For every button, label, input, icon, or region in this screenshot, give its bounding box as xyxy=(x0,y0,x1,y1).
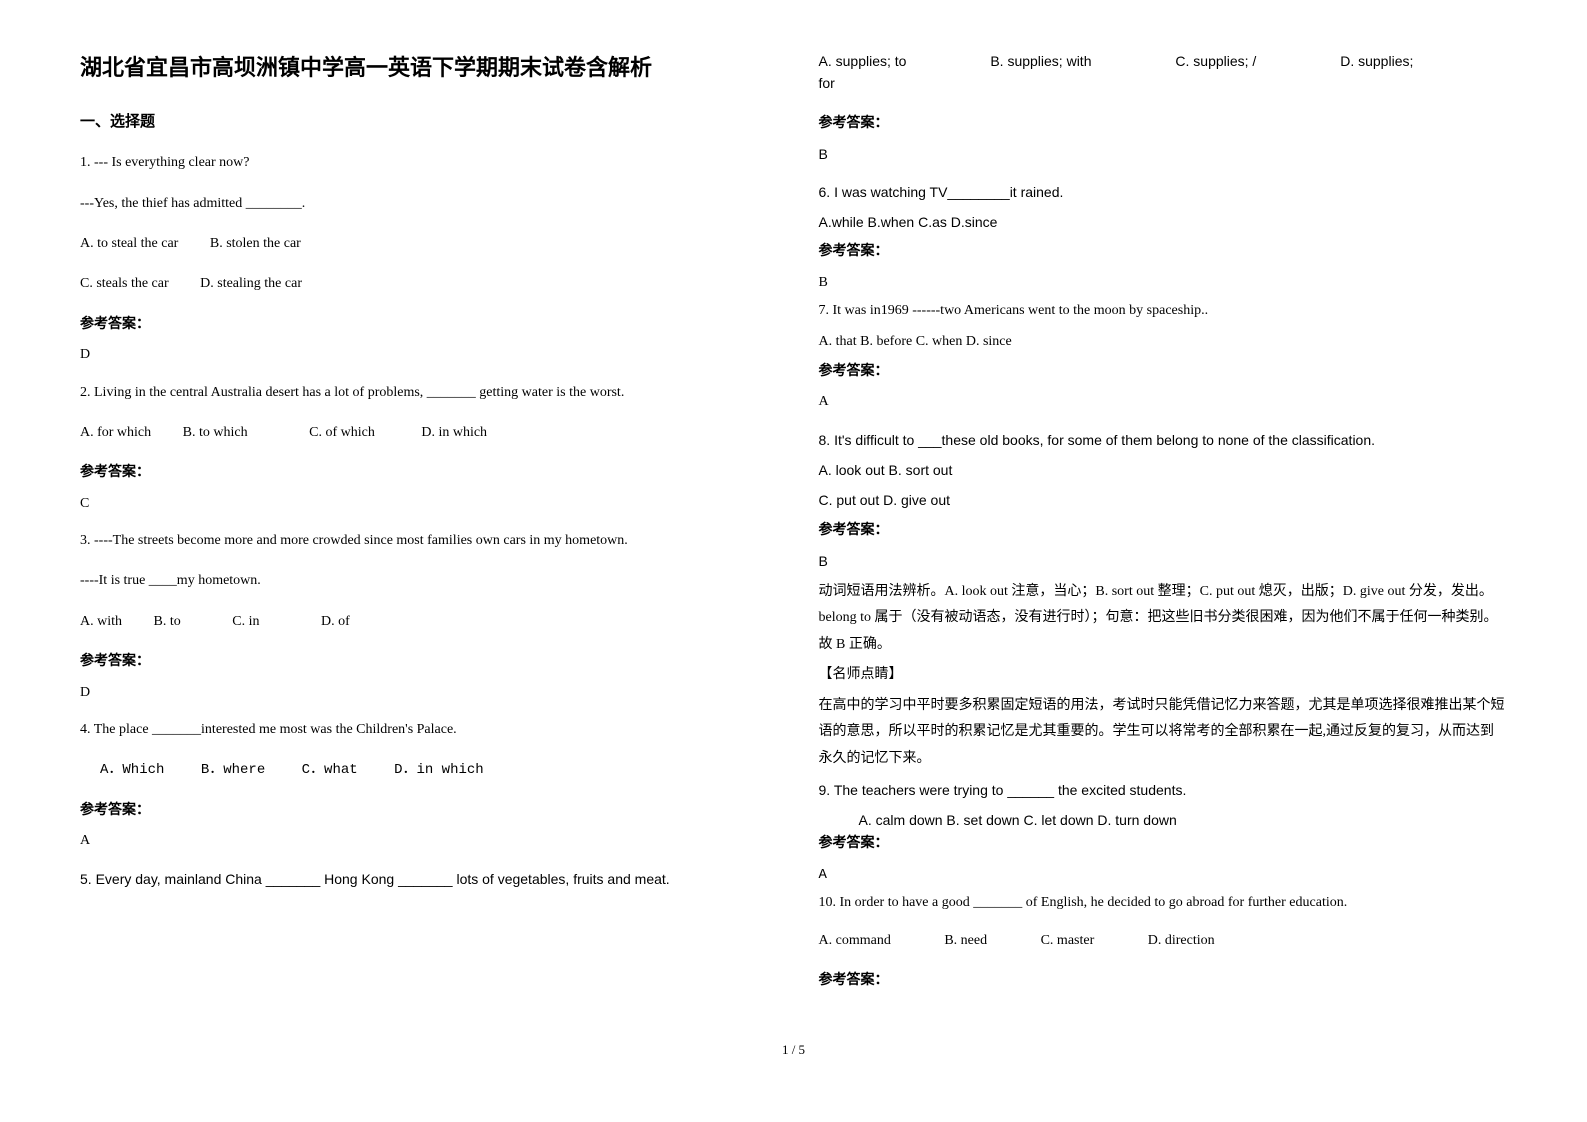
q3-answer: D xyxy=(80,682,769,704)
q1-answer: D xyxy=(80,344,769,366)
q3-opts: A. with B. to C. in D. of xyxy=(80,611,769,633)
q5-optA: A. supplies; to xyxy=(819,53,907,69)
q5-answer: B xyxy=(819,143,1508,165)
q9-answer: A xyxy=(819,864,1508,886)
q1-opts-cd: C. steals the car D. stealing the car xyxy=(80,273,769,295)
left-column: 湖北省宜昌市高坝洲镇中学高一英语下学期期末试卷含解析 一、选择题 1. --- … xyxy=(80,50,769,1000)
q5-opts: A. supplies; to B. supplies; with C. sup… xyxy=(819,50,1508,95)
q1-optD: D. stealing the car xyxy=(200,276,302,291)
q3-answer-label: 参考答案： xyxy=(80,651,769,673)
q5-text: 5. Every day, mainland China _______ Hon… xyxy=(80,868,769,890)
q5-answer-label: 参考答案： xyxy=(819,113,1508,135)
q4-optB: B．where xyxy=(201,762,265,778)
page-number: 1 / 5 xyxy=(80,1040,1507,1061)
q2-answer: C xyxy=(80,493,769,515)
page-container: 湖北省宜昌市高坝洲镇中学高一英语下学期期末试卷含解析 一、选择题 1. --- … xyxy=(80,50,1507,1000)
q3-optD: D. of xyxy=(321,614,350,629)
q7-answer-label: 参考答案： xyxy=(819,361,1508,383)
q4-optD: D．in which xyxy=(394,762,484,778)
q8-exp-title: 【名师点睛】 xyxy=(819,664,1508,686)
q2-text: 2. Living in the central Australia deser… xyxy=(80,382,769,404)
q3-optC: C. in xyxy=(232,614,259,629)
q10-optB: B. need xyxy=(944,933,987,948)
q1-line2-block: ---Yes, the thief has admitted ________. xyxy=(80,193,769,215)
q8-exp1: 动词短语用法辨析。A. look out 注意，当心；B. sort out 整… xyxy=(819,579,1508,659)
q7-answer: A xyxy=(819,391,1508,413)
q7-opts: A. that B. before C. when D. since xyxy=(819,331,1508,353)
q8-answer: B xyxy=(819,550,1508,572)
q6-answer-label: 参考答案： xyxy=(819,241,1508,263)
q10-text: 10. In order to have a good _______ of E… xyxy=(819,892,1508,914)
q5-optC: C. supplies; / xyxy=(1175,53,1256,69)
q4-optA: A．Which xyxy=(100,762,164,778)
q10-optC: C. master xyxy=(1041,933,1095,948)
q10-optA: A. command xyxy=(819,933,891,948)
q10-opts: A. command B. need C. master D. directio… xyxy=(819,930,1508,952)
q5-optB: B. supplies; with xyxy=(990,53,1091,69)
q7-text: 7. It was in1969 ------two Americans wen… xyxy=(819,300,1508,322)
q3-optA: A. with xyxy=(80,614,122,629)
section-heading: 一、选择题 xyxy=(80,110,769,134)
q2-optB: B. to which xyxy=(183,425,248,440)
question-4: 4. The place _______interested me most w… xyxy=(80,719,769,741)
q2-optC: C. of which xyxy=(309,425,375,440)
q1-opts-ab: A. to steal the car B. stolen the car xyxy=(80,233,769,255)
q8-text: 8. It's difficult to ___these old books,… xyxy=(819,429,1508,451)
q4-answer: A xyxy=(80,830,769,852)
q6-text: 6. I was watching TV________it rained. xyxy=(819,181,1508,203)
q2-answer-label: 参考答案： xyxy=(80,462,769,484)
q3-optB: B. to xyxy=(154,614,181,629)
q4-text: 4. The place _______interested me most w… xyxy=(80,719,769,741)
q1-line1: 1. --- Is everything clear now? xyxy=(80,152,769,174)
q3-line2: ----It is true ____my hometown. xyxy=(80,570,769,592)
right-column: A. supplies; to B. supplies; with C. sup… xyxy=(819,50,1508,1000)
q4-optC: C．what xyxy=(302,762,358,778)
q5-optD: D. supplies; for xyxy=(819,53,1414,91)
q8-exp2: 在高中的学习中平时要多积累固定短语的用法，考试时只能凭借记忆力来答题，尤其是单项… xyxy=(819,693,1508,773)
q4-opts: A．Which B．where C．what D．in which xyxy=(80,759,769,781)
document-title: 湖北省宜昌市高坝洲镇中学高一英语下学期期末试卷含解析 xyxy=(80,50,769,85)
q9-text: 9. The teachers were trying to ______ th… xyxy=(819,779,1508,801)
q10-optD: D. direction xyxy=(1148,933,1215,948)
q3-line1: 3. ----The streets become more and more … xyxy=(80,530,769,552)
q3-line2-block: ----It is true ____my hometown. xyxy=(80,570,769,592)
q2-optA: A. for which xyxy=(80,425,151,440)
question-2: 2. Living in the central Australia deser… xyxy=(80,382,769,404)
q6-opts: A.while B.when C.as D.since xyxy=(819,211,1508,233)
q1-optA: A. to steal the car xyxy=(80,236,178,251)
q4-answer-label: 参考答案： xyxy=(80,800,769,822)
q8-opts1: A. look out B. sort out xyxy=(819,459,1508,481)
q2-optD: D. in which xyxy=(421,425,487,440)
q1-line2: ---Yes, the thief has admitted ________. xyxy=(80,193,769,215)
q9-answer-label: 参考答案： xyxy=(819,833,1508,855)
question-3: 3. ----The streets become more and more … xyxy=(80,530,769,552)
q1-answer-label: 参考答案： xyxy=(80,314,769,336)
q8-opts2: C. put out D. give out xyxy=(819,489,1508,511)
q10-answer-label: 参考答案： xyxy=(819,970,1508,992)
q9-opts: A. calm down B. set down C. let down D. … xyxy=(819,809,1508,831)
q6-answer: B xyxy=(819,272,1508,294)
q1-optB: B. stolen the car xyxy=(210,236,301,251)
q2-opts: A. for which B. to which C. of which D. … xyxy=(80,422,769,444)
question-1: 1. --- Is everything clear now? xyxy=(80,152,769,174)
q8-answer-label: 参考答案： xyxy=(819,520,1508,542)
q1-optC: C. steals the car xyxy=(80,276,169,291)
question-5: 5. Every day, mainland China _______ Hon… xyxy=(80,868,769,890)
